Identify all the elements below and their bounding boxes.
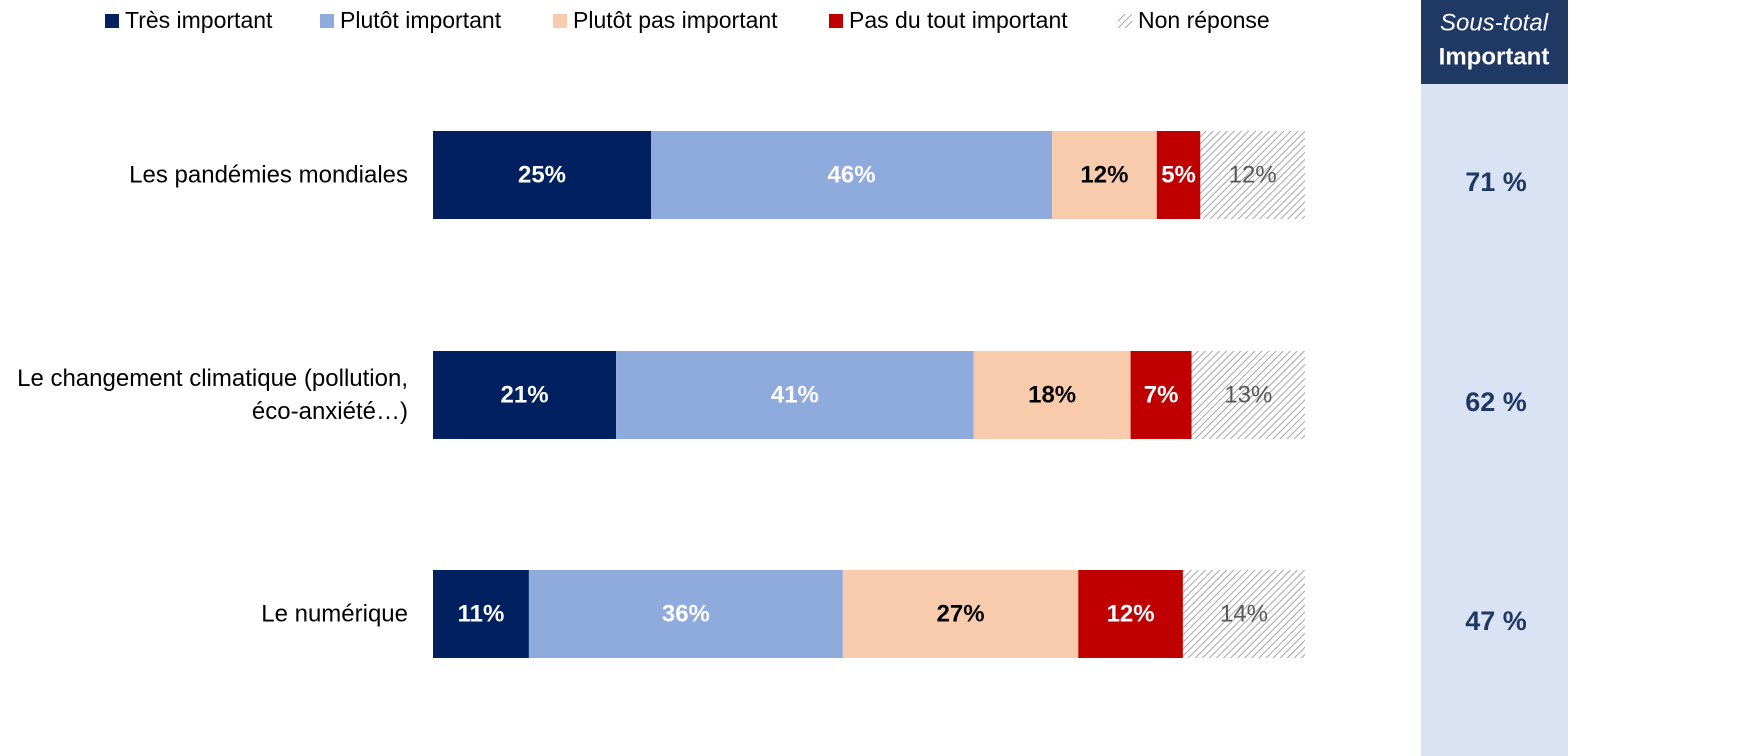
category-label: Les pandémies mondiales <box>129 161 408 189</box>
bar-segment <box>528 570 843 658</box>
data-label: 7% <box>1144 381 1179 408</box>
bar-segment <box>1078 570 1183 658</box>
category-label: Le changement climatique (pollution, éco… <box>17 365 408 425</box>
subtotal-value: 71 % <box>1465 167 1527 197</box>
bar-segment <box>1052 131 1157 219</box>
bar-segment <box>1130 351 1192 439</box>
bar-segment <box>433 351 617 439</box>
subtotal-header <box>1421 0 1568 84</box>
bar-segment <box>433 131 651 219</box>
subtotal-panel <box>1421 0 1568 756</box>
subtotal-value: 47 % <box>1465 606 1527 636</box>
data-label: 41% <box>771 381 819 408</box>
subtotal-title: Important <box>1439 43 1550 70</box>
bar-segment <box>433 570 529 658</box>
subtotal-title-italic: Sous-total <box>1440 9 1549 36</box>
legend-swatch <box>553 14 567 28</box>
data-label: 46% <box>828 161 876 188</box>
data-label: 5% <box>1161 161 1196 188</box>
legend-swatch <box>829 14 843 28</box>
legend-label: Plutôt pas important <box>573 7 778 33</box>
data-label: 36% <box>662 600 710 627</box>
data-label: 12% <box>1229 161 1277 188</box>
data-label: 12% <box>1080 161 1128 188</box>
data-label: 27% <box>937 600 985 627</box>
data-label: 25% <box>518 161 566 188</box>
bar-segment <box>616 351 974 439</box>
data-label: 11% <box>458 600 505 627</box>
legend-label: Non réponse <box>1138 7 1270 33</box>
legend-swatch <box>105 14 119 28</box>
legend-label: Plutôt important <box>340 7 502 33</box>
bar-segment <box>651 131 1053 219</box>
data-label: 21% <box>501 381 549 408</box>
bar-segment <box>973 351 1131 439</box>
legend-swatch <box>1118 14 1132 28</box>
data-label: 13% <box>1224 381 1272 408</box>
legend-swatch <box>320 14 334 28</box>
bar-segment <box>1182 570 1305 658</box>
data-label: 18% <box>1028 381 1076 408</box>
bar-segment <box>1191 351 1305 439</box>
bar-segment <box>842 570 1079 658</box>
legend-label: Pas du tout important <box>849 7 1068 33</box>
legend-label: Très important <box>125 7 273 33</box>
subtotal-value: 62 % <box>1465 387 1527 417</box>
data-label: 12% <box>1107 600 1155 627</box>
data-label: 14% <box>1220 600 1268 627</box>
bar-segment <box>1156 131 1201 219</box>
category-label: Le numérique <box>261 600 408 628</box>
bar-segment <box>1200 131 1305 219</box>
